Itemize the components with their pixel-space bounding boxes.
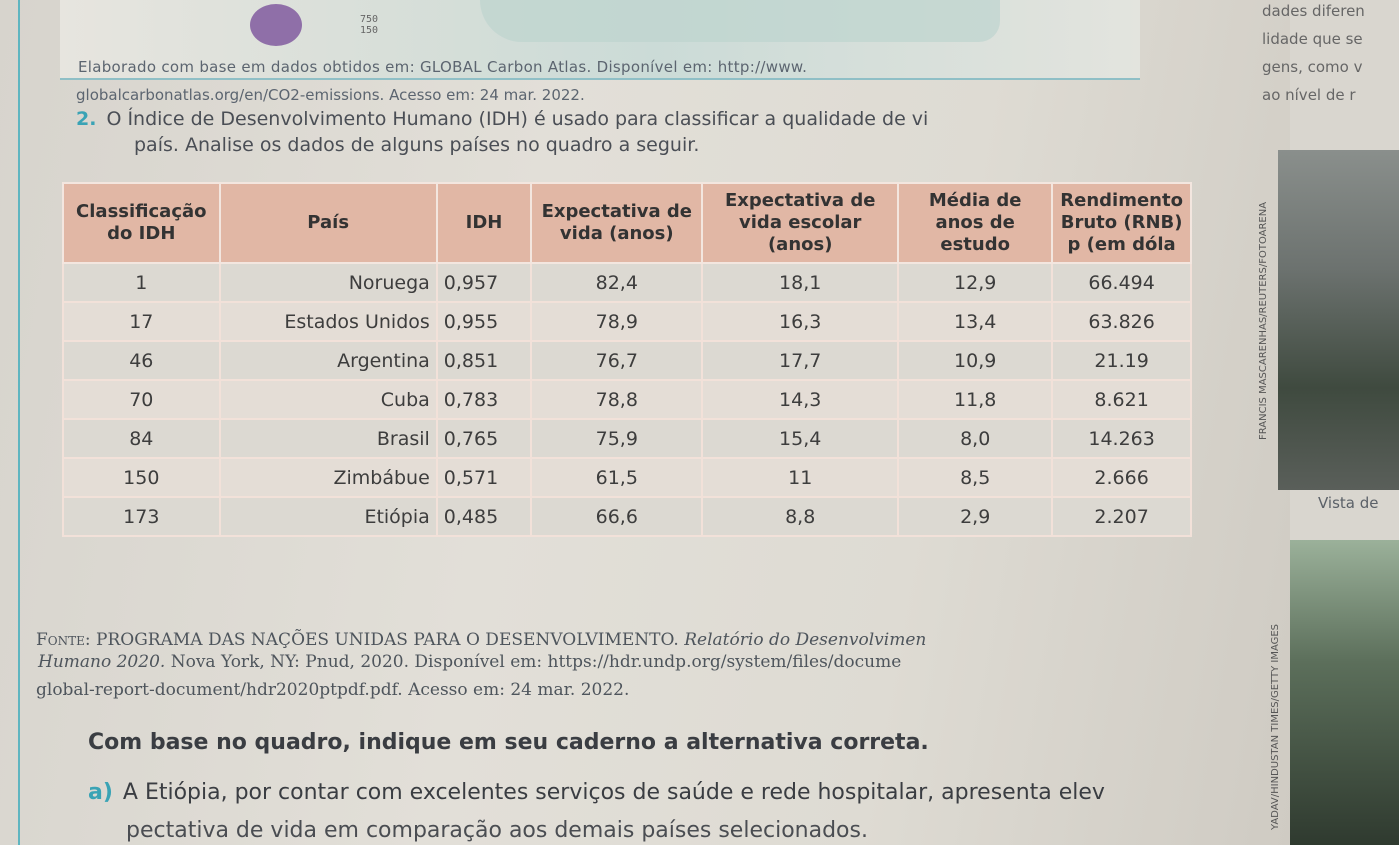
option-a-letter: a)	[88, 780, 113, 805]
cell-country: Cuba	[218, 379, 438, 420]
cell-gni: 2.666	[1051, 457, 1192, 498]
cell-life-expectancy: 75,9	[530, 418, 704, 459]
table-row: 84 Brasil 0,765 75,9 15,4 8,0 14.263	[62, 418, 1192, 459]
cell-school-expectancy: 11	[701, 457, 900, 498]
question-text-1: O Índice de Desenvolvimento Humano (IDH)…	[106, 108, 929, 130]
cell-gni: 63.826	[1051, 301, 1192, 342]
cell-life-expectancy: 66,6	[530, 496, 704, 537]
table-source-line-3: global-report-document/hdr2020ptpdf.pdf.…	[36, 680, 630, 700]
table-source-line-1: Fonte: PROGRAMA DAS NAÇÕES UNIDAS PARA O…	[36, 630, 927, 650]
option-a-continuation: pectativa de vida em comparação aos dema…	[126, 818, 868, 843]
cell-rank: 150	[62, 457, 221, 498]
cell-country: Noruega	[218, 262, 438, 303]
cell-life-expectancy: 76,7	[530, 340, 704, 381]
cell-school-expectancy: 17,7	[701, 340, 900, 381]
question-line-2: país. Analise os dados de alguns países …	[134, 134, 700, 156]
margin-text-1: dades diferen	[1262, 2, 1365, 20]
table-row: 70 Cuba 0,783 78,8 14,3 11,8 8.621	[62, 379, 1192, 420]
cell-idh: 0,485	[435, 496, 533, 537]
map-source-line-1: Elaborado com base em dados obtidos em: …	[78, 58, 808, 76]
option-a: a) A Etiópia, por contar com excelentes s…	[88, 780, 1105, 805]
cell-rank: 70	[62, 379, 221, 420]
header-mean-schooling: Média de anos de estudo	[897, 182, 1054, 264]
cell-idh: 0,955	[435, 301, 533, 342]
map-image-strip: 750 150	[60, 0, 1140, 80]
cell-country: Etiópia	[218, 496, 438, 537]
table-row: 173 Etiópia 0,485 66,6 8,8 2,9 2.207	[62, 496, 1192, 537]
header-school-expectancy: Expectativa de vida escolar (anos)	[701, 182, 900, 264]
cell-rank: 1	[62, 262, 221, 303]
idh-table: Classificação do IDH País IDH Expectativ…	[62, 182, 1192, 537]
cell-country: Zimbábue	[218, 457, 438, 498]
cell-idh: 0,783	[435, 379, 533, 420]
cell-gni: 66.494	[1051, 262, 1192, 303]
table-row: 150 Zimbábue 0,571 61,5 11 8,5 2.666	[62, 457, 1192, 498]
margin-text-4: ao nível de r	[1262, 86, 1356, 104]
cell-idh: 0,851	[435, 340, 533, 381]
legend-circle-icon	[250, 4, 302, 46]
cell-country: Brasil	[218, 418, 438, 459]
table-row: 17 Estados Unidos 0,955 78,9 16,3 13,4 63.826	[62, 301, 1192, 342]
cell-rank: 173	[62, 496, 221, 537]
photo-caption: Vista de	[1318, 494, 1379, 512]
photo-credit-2: YADAV/HINDUSTAN TIMES/GETTY IMAGES	[1270, 623, 1281, 830]
cell-school-expectancy: 16,3	[701, 301, 900, 342]
textbook-page: 750 150 Elaborado com base em dados obti…	[0, 0, 1290, 845]
table-row: 46 Argentina 0,851 76,7 17,7 10,9 21.19	[62, 340, 1192, 381]
city-photo-top	[1278, 150, 1399, 490]
instruction-text: Com base no quadro, indique em seu cader…	[88, 730, 929, 755]
cell-school-expectancy: 18,1	[701, 262, 900, 303]
cell-mean-schooling: 2,9	[897, 496, 1054, 537]
table-row: 1 Noruega 0,957 82,4 18,1 12,9 66.494	[62, 262, 1192, 303]
map-source-line-2: globalcarbonatlas.org/en/CO2-emissions. …	[76, 86, 585, 104]
header-idh: IDH	[435, 182, 533, 264]
cell-idh: 0,571	[435, 457, 533, 498]
cell-mean-schooling: 11,8	[897, 379, 1054, 420]
header-life-expectancy: Expectativa de vida (anos)	[530, 182, 704, 264]
question-line-1: 2. O Índice de Desenvolvimento Humano (ID…	[76, 108, 928, 130]
cell-life-expectancy: 78,9	[530, 301, 704, 342]
cell-gni: 14.263	[1051, 418, 1192, 459]
cell-mean-schooling: 12,9	[897, 262, 1054, 303]
cell-idh: 0,765	[435, 418, 533, 459]
question-number: 2.	[76, 108, 97, 130]
header-ranking: Classificação do IDH	[62, 182, 221, 264]
cell-idh: 0,957	[435, 262, 533, 303]
cell-life-expectancy: 78,8	[530, 379, 704, 420]
header-gni: Rendimento Bruto (RNB) p (em dóla	[1051, 182, 1192, 264]
option-a-text: A Etiópia, por contar com excelentes ser…	[122, 780, 1105, 805]
cell-life-expectancy: 82,4	[530, 262, 704, 303]
cell-rank: 84	[62, 418, 221, 459]
cell-mean-schooling: 10,9	[897, 340, 1054, 381]
map-legend-values: 750 150	[360, 14, 379, 36]
cell-mean-schooling: 8,0	[897, 418, 1054, 459]
cell-mean-schooling: 8,5	[897, 457, 1054, 498]
header-country: País	[218, 182, 438, 264]
cell-school-expectancy: 8,8	[701, 496, 900, 537]
cell-life-expectancy: 61,5	[530, 457, 704, 498]
table-source-line-2: Humano 2020. Nova York, NY: Pnud, 2020. …	[38, 652, 902, 672]
cell-rank: 17	[62, 301, 221, 342]
cell-country: Estados Unidos	[218, 301, 438, 342]
map-landmass	[480, 0, 1000, 42]
cell-gni: 21.19	[1051, 340, 1192, 381]
margin-text-3: gens, como v	[1262, 58, 1363, 76]
cell-school-expectancy: 15,4	[701, 418, 900, 459]
cell-school-expectancy: 14,3	[701, 379, 900, 420]
cell-country: Argentina	[218, 340, 438, 381]
cell-rank: 46	[62, 340, 221, 381]
photo-credit-1: FRANCIS MASCARENHAS/REUTERS/FOTOARENA	[1258, 201, 1269, 440]
cell-gni: 8.621	[1051, 379, 1192, 420]
cell-mean-schooling: 13,4	[897, 301, 1054, 342]
margin-text-2: lidade que se	[1262, 30, 1363, 48]
page-margin-rule	[18, 0, 20, 845]
city-photo-bottom	[1290, 540, 1399, 845]
cell-gni: 2.207	[1051, 496, 1192, 537]
table-header-row: Classificação do IDH País IDH Expectativ…	[62, 182, 1192, 264]
